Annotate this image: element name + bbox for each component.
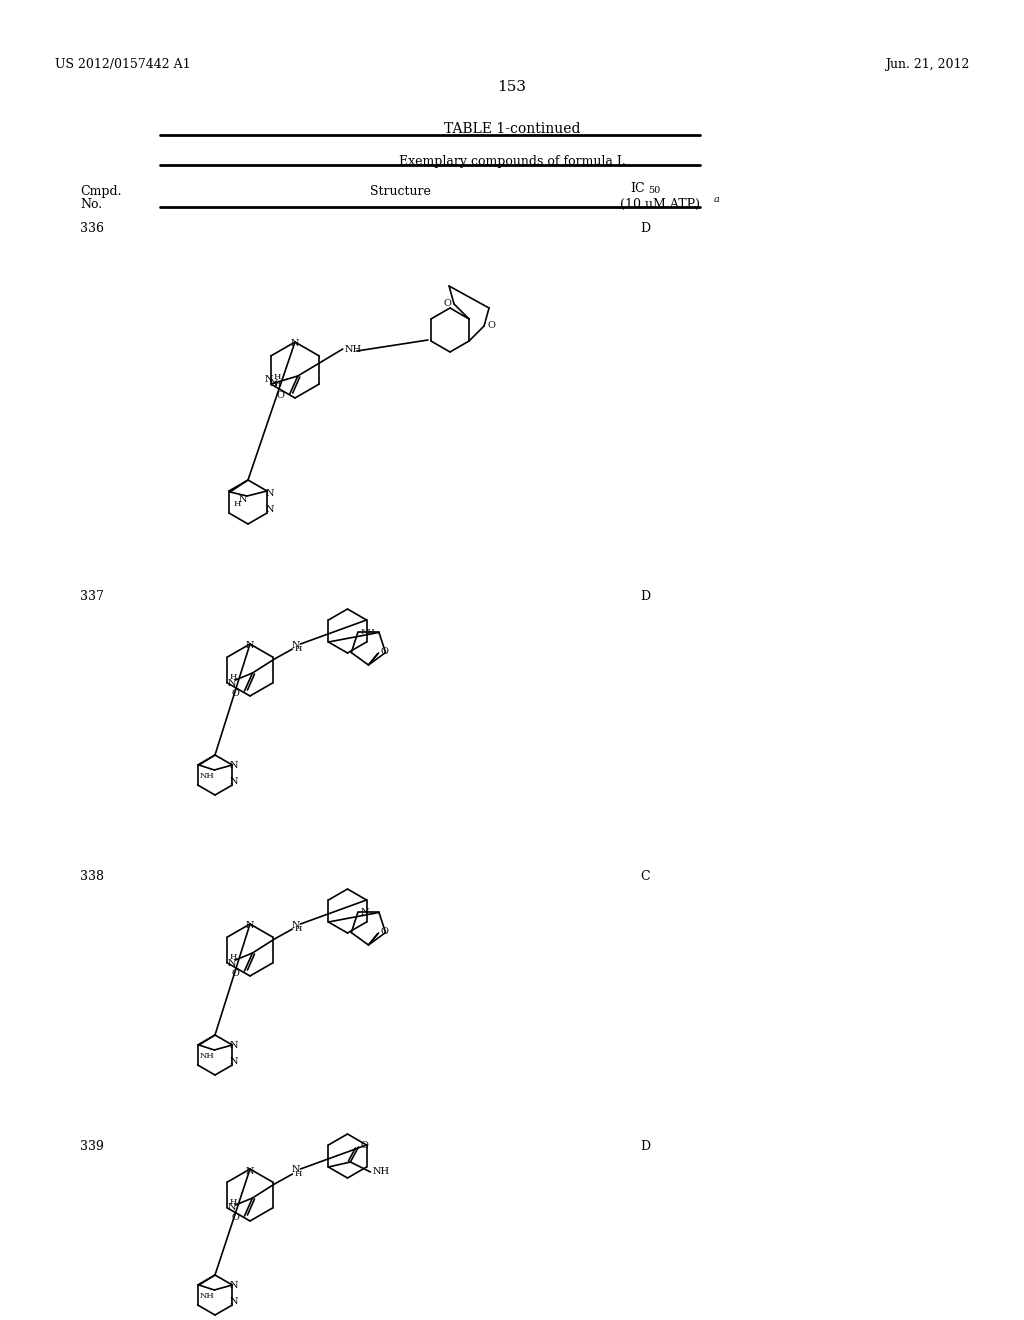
Text: Jun. 21, 2012: Jun. 21, 2012 bbox=[885, 58, 969, 71]
Text: C: C bbox=[640, 870, 649, 883]
Text: (10 uM ATP): (10 uM ATP) bbox=[620, 198, 700, 211]
Text: N: N bbox=[360, 908, 370, 917]
Text: N: N bbox=[230, 1040, 239, 1049]
Text: 153: 153 bbox=[498, 81, 526, 94]
Text: a: a bbox=[714, 195, 720, 205]
Text: O: O bbox=[231, 689, 240, 697]
Text: 336: 336 bbox=[80, 222, 104, 235]
Text: N: N bbox=[266, 488, 274, 498]
Text: O: O bbox=[231, 969, 240, 978]
Text: N: N bbox=[246, 1167, 254, 1176]
Text: O: O bbox=[443, 300, 451, 309]
Text: D: D bbox=[640, 1140, 650, 1152]
Text: N: N bbox=[246, 921, 254, 931]
Text: N: N bbox=[266, 504, 274, 513]
Text: N: N bbox=[227, 1204, 236, 1213]
Text: N: N bbox=[292, 920, 300, 929]
Text: NH: NH bbox=[345, 345, 361, 354]
Text: O: O bbox=[381, 927, 388, 936]
Text: H: H bbox=[233, 500, 241, 508]
Text: H: H bbox=[229, 673, 237, 681]
Text: N: N bbox=[292, 640, 300, 649]
Text: O: O bbox=[381, 647, 388, 656]
Text: NH: NH bbox=[360, 628, 376, 636]
Text: O: O bbox=[487, 322, 495, 330]
Text: TABLE 1-continued: TABLE 1-continued bbox=[443, 121, 581, 136]
Text: 339: 339 bbox=[80, 1140, 103, 1152]
Text: No.: No. bbox=[80, 198, 102, 211]
Text: O: O bbox=[231, 1213, 240, 1222]
Text: 337: 337 bbox=[80, 590, 103, 603]
Text: N: N bbox=[291, 339, 299, 348]
Text: N: N bbox=[230, 1298, 239, 1307]
Text: IC: IC bbox=[630, 182, 645, 195]
Text: N: N bbox=[230, 1280, 239, 1290]
Text: N: N bbox=[230, 1057, 239, 1067]
Text: H: H bbox=[295, 1170, 302, 1177]
Text: H: H bbox=[229, 1199, 237, 1206]
Text: O: O bbox=[276, 392, 285, 400]
Text: NH: NH bbox=[200, 1292, 215, 1300]
Text: H: H bbox=[229, 953, 237, 961]
Text: Structure: Structure bbox=[370, 185, 430, 198]
Text: N: N bbox=[230, 760, 239, 770]
Text: H: H bbox=[295, 925, 302, 933]
Text: H: H bbox=[273, 380, 282, 388]
Text: N: N bbox=[227, 678, 236, 688]
Text: Exemplary compounds of formula I.: Exemplary compounds of formula I. bbox=[398, 154, 626, 168]
Text: N: N bbox=[246, 642, 254, 651]
Text: O: O bbox=[360, 1140, 369, 1150]
Text: N: N bbox=[269, 379, 279, 388]
Text: D: D bbox=[640, 222, 650, 235]
Text: NH: NH bbox=[200, 772, 215, 780]
Text: D: D bbox=[640, 590, 650, 603]
Text: Cmpd.: Cmpd. bbox=[80, 185, 122, 198]
Text: N: N bbox=[230, 777, 239, 787]
Text: N: N bbox=[239, 495, 248, 504]
Text: NH: NH bbox=[200, 1052, 215, 1060]
Text: 50: 50 bbox=[648, 186, 660, 195]
Text: N: N bbox=[227, 958, 236, 968]
Text: US 2012/0157442 A1: US 2012/0157442 A1 bbox=[55, 58, 190, 71]
Text: N: N bbox=[292, 1166, 300, 1175]
Text: H: H bbox=[273, 374, 282, 381]
Text: 338: 338 bbox=[80, 870, 104, 883]
Text: NH: NH bbox=[373, 1167, 389, 1176]
Text: N: N bbox=[264, 375, 273, 384]
Text: H: H bbox=[295, 645, 302, 653]
